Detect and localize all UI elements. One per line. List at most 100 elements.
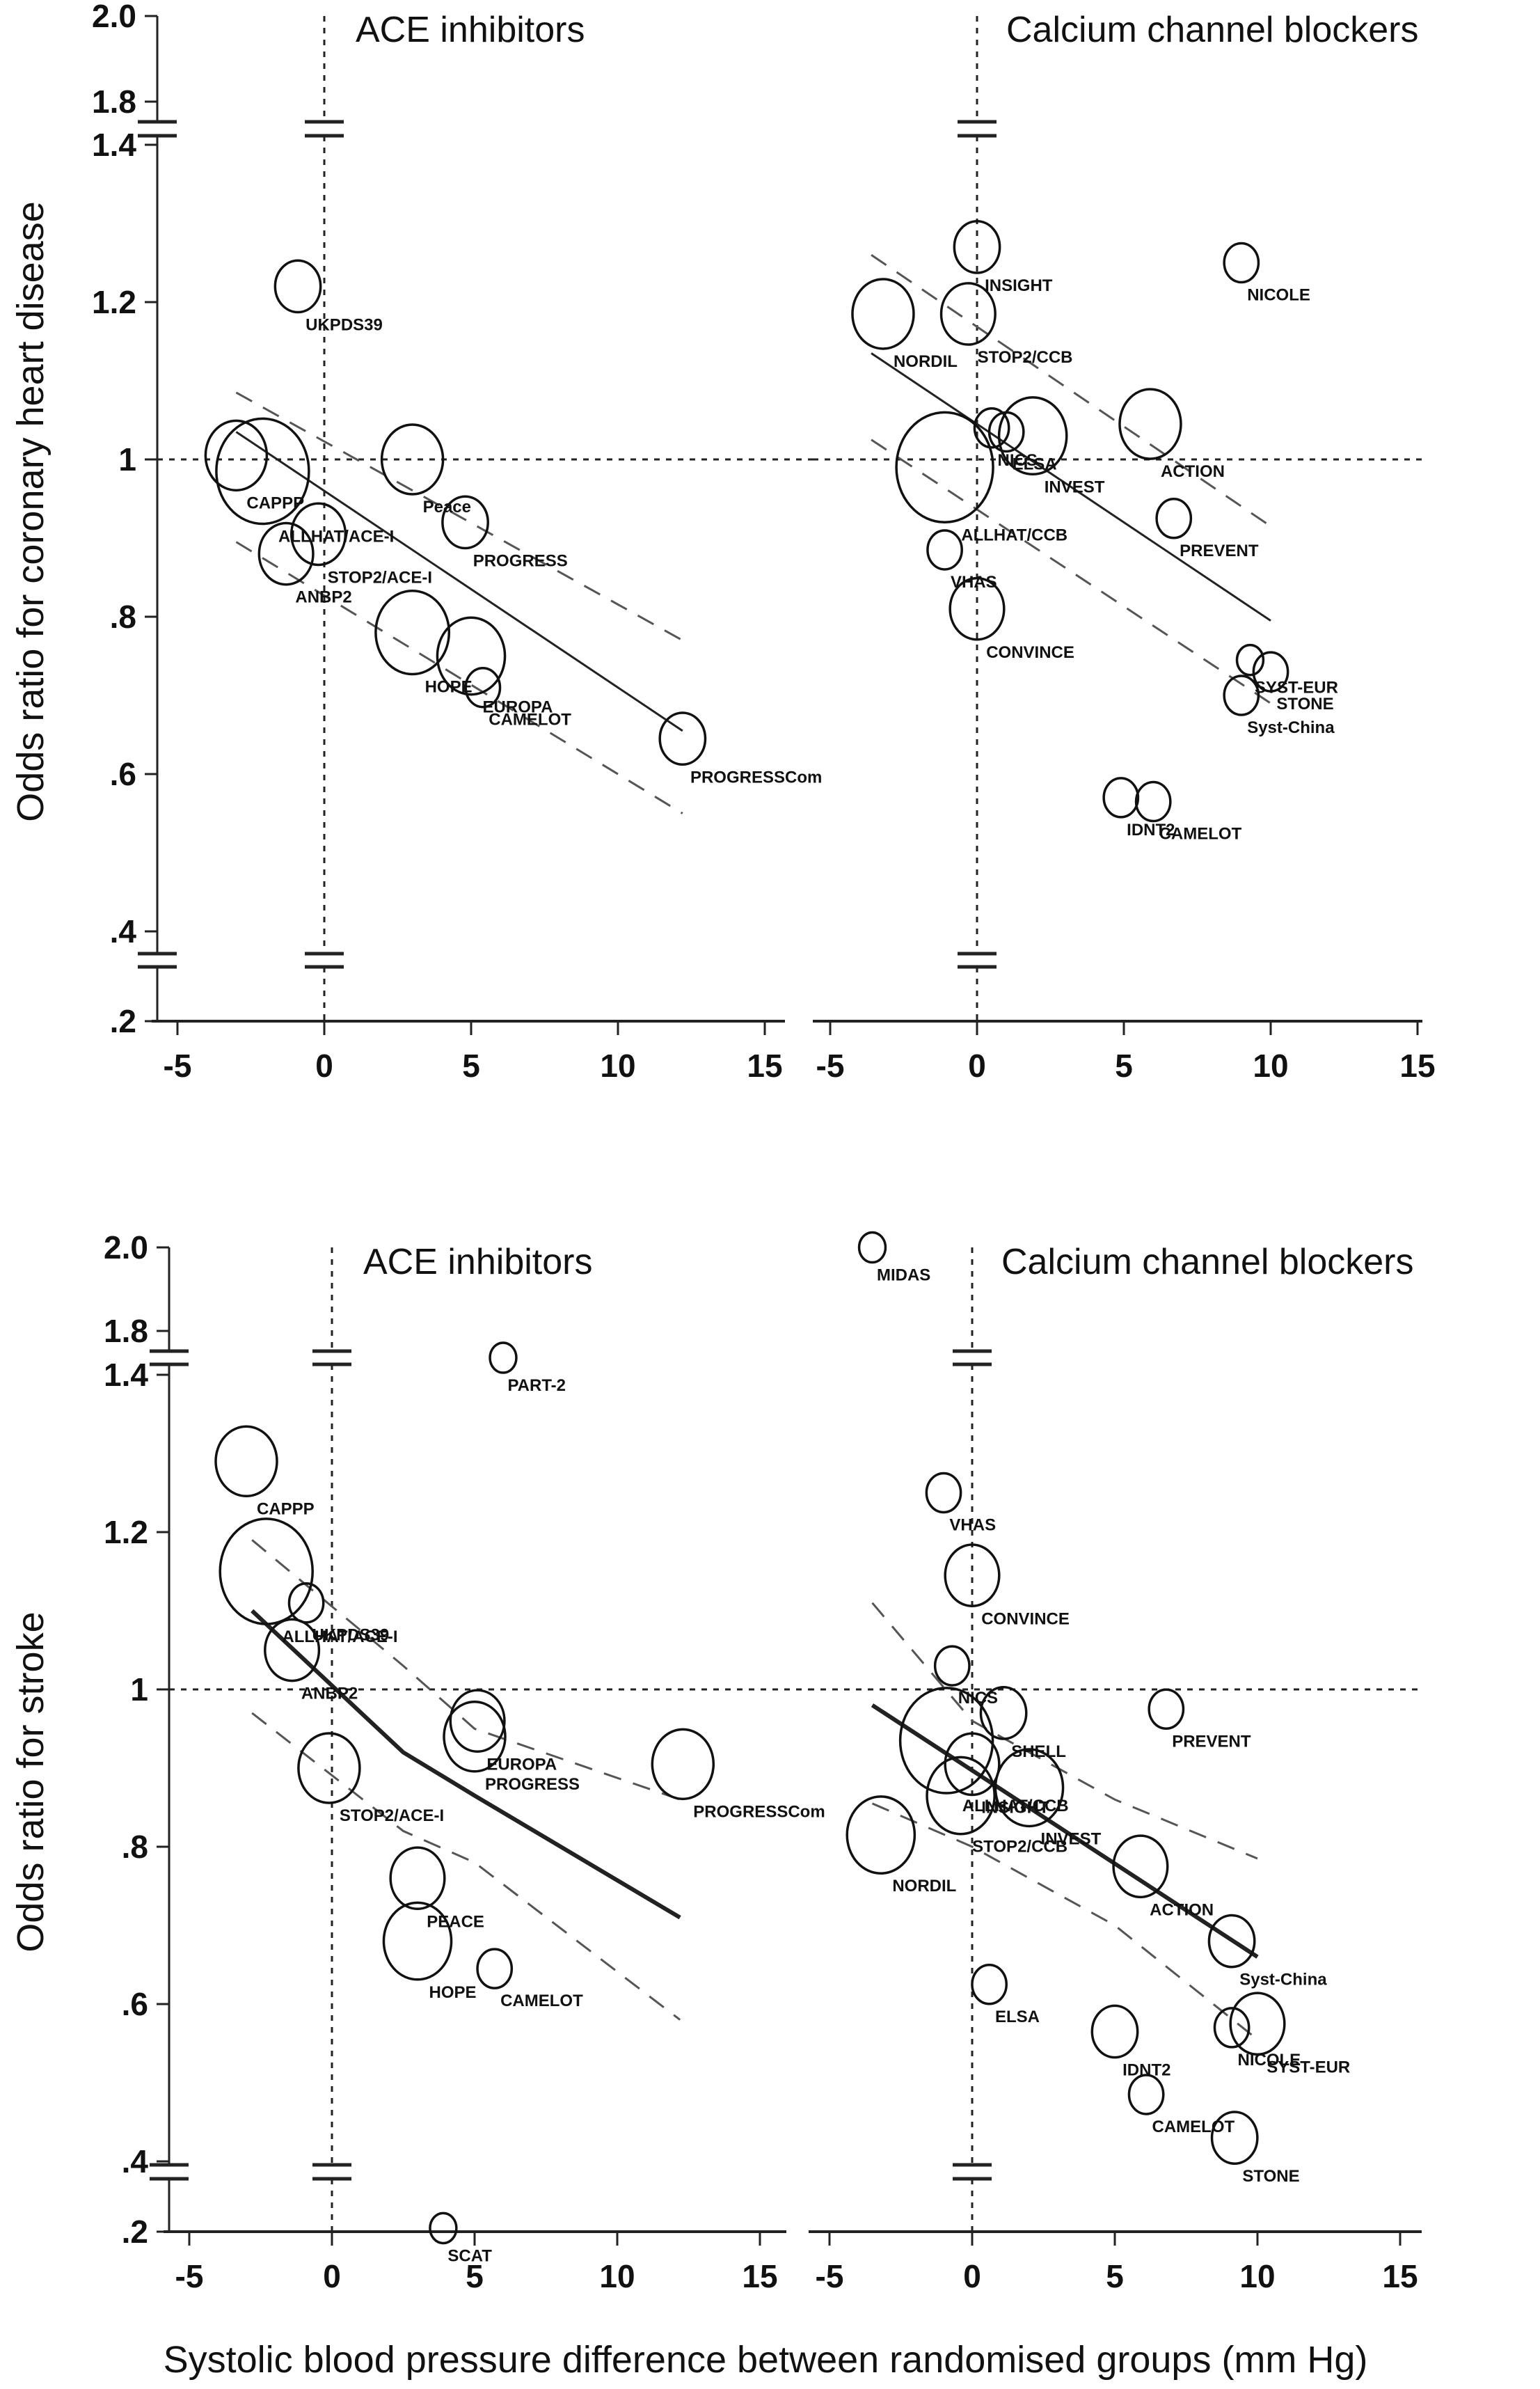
study-label: PROGRESSCom [690, 768, 822, 787]
study-point [1127, 2074, 1165, 2115]
y-tick-label: 1.2 [104, 1514, 148, 1550]
study-point [925, 1472, 962, 1514]
y-tick-label: 2.0 [104, 1229, 148, 1266]
study-point [1229, 1992, 1286, 2056]
y-tick-label: .8 [110, 599, 136, 635]
study-label: HOPE [429, 1983, 477, 2002]
study-point [389, 1846, 446, 1911]
study-point [436, 616, 507, 696]
x-tick-label: 5 [462, 1048, 480, 1084]
panel-title: ACE inhibitors [363, 1242, 592, 1282]
x-tick-label: 15 [1382, 2258, 1418, 2294]
regression-line [235, 431, 683, 732]
panel-title: Calcium channel blockers [1006, 10, 1419, 50]
study-label: SCAT [447, 2247, 492, 2266]
x-tick-label: 10 [599, 2258, 635, 2294]
study-point [374, 589, 451, 676]
study-point [489, 1341, 518, 1374]
x-tick-label: 5 [466, 2258, 484, 2294]
study-point [994, 1748, 1065, 1828]
study-point [971, 1964, 1008, 2005]
study-label: IDNT2 [1127, 821, 1175, 839]
study-label: STOP2/ACE-I [328, 568, 432, 587]
study-point [287, 1582, 325, 1624]
study-point [1112, 1834, 1169, 1899]
y-tick-label: 2.0 [92, 0, 136, 34]
x-tick-label: 15 [1399, 1048, 1435, 1084]
ci-lower-line [871, 1802, 1258, 2041]
x-tick-label: 10 [1239, 2258, 1275, 2294]
y-tick-label: .2 [122, 2214, 148, 2250]
x-tick-label: 0 [315, 1048, 333, 1084]
study-label: CONVINCE [981, 1609, 1070, 1628]
study-point [1102, 777, 1140, 819]
study-point [1210, 2111, 1259, 2165]
y-tick-label: 1.4 [104, 1357, 148, 1393]
study-point [1223, 242, 1260, 284]
x-tick-label: -5 [175, 2258, 204, 2294]
y-tick-label: 1.8 [104, 1313, 148, 1349]
study-point [380, 423, 445, 496]
study-label: SYST-EUR [1267, 2058, 1350, 2076]
study-label: STOP2/ACE-I [340, 1806, 444, 1825]
study-point [898, 1687, 994, 1795]
study-point [933, 1645, 971, 1687]
study-point [273, 259, 322, 314]
study-label: MIDAS [877, 1266, 930, 1285]
x-tick-label: 0 [323, 2258, 341, 2294]
study-point [1213, 2007, 1251, 2049]
ci-upper-line [235, 391, 683, 642]
study-label: ALLHAT/ACE-I [282, 1627, 397, 1646]
x-tick-label: 15 [747, 1048, 782, 1084]
study-point [651, 1728, 715, 1801]
study-point [264, 1618, 321, 1682]
study-label: ANBP2 [301, 1685, 358, 1703]
study-point [429, 2211, 458, 2245]
study-point [846, 1795, 916, 1875]
study-label: CONVINCE [986, 643, 1074, 662]
x-tick-label: 5 [1106, 2258, 1124, 2294]
study-label: PROGRESS [485, 1775, 580, 1794]
study-label: INVEST [1045, 478, 1105, 496]
study-label: ALLHAT/CCB [962, 1797, 1069, 1815]
study-point [464, 666, 502, 709]
study-label: ELSA [995, 2008, 1040, 2026]
chd-plot: Odds ratio for coronary heart disease .2.… [10, 0, 1436, 1084]
study-point [476, 1948, 514, 1989]
study-point [214, 1425, 278, 1498]
study-point [257, 521, 315, 586]
study-point [1252, 651, 1289, 693]
y-tick-label: 1.2 [92, 284, 136, 320]
study-label: PREVENT [1172, 1732, 1251, 1751]
study-point [1223, 675, 1260, 716]
y-tick-label: 1 [118, 441, 136, 478]
regression-line [871, 1703, 1259, 1959]
study-label: STONE [1242, 2167, 1299, 2186]
study-label: PEACE [427, 1912, 484, 1931]
x-tick-label: 10 [600, 1048, 635, 1084]
study-point [1207, 1914, 1256, 1969]
study-label: UKPDS39 [312, 1626, 390, 1645]
y-tick-label: .8 [122, 1829, 148, 1865]
panel-title: Calcium channel blockers [1001, 1242, 1414, 1282]
study-label: ACTION [1150, 1900, 1214, 1919]
study-label: CAMELOT [1159, 825, 1242, 844]
study-label: ACTION [1161, 462, 1225, 481]
study-point [953, 220, 1001, 274]
study-point [851, 278, 915, 350]
study-point [297, 1732, 361, 1804]
study-point [997, 396, 1068, 476]
study-point [449, 1689, 506, 1753]
study-label: EUROPA [486, 1755, 557, 1774]
study-label: PART-2 [507, 1376, 566, 1395]
study-label: NORDIL [892, 1877, 956, 1895]
ci-upper-line [871, 253, 1271, 528]
study-point [441, 495, 489, 550]
study-label: NICOLE [1238, 2051, 1301, 2069]
study-point [1148, 1688, 1185, 1730]
x-tick-label: 15 [742, 2258, 777, 2294]
study-label: SYST-EUR [1255, 679, 1338, 697]
study-point [658, 711, 707, 766]
study-label: ANBP2 [295, 588, 351, 607]
